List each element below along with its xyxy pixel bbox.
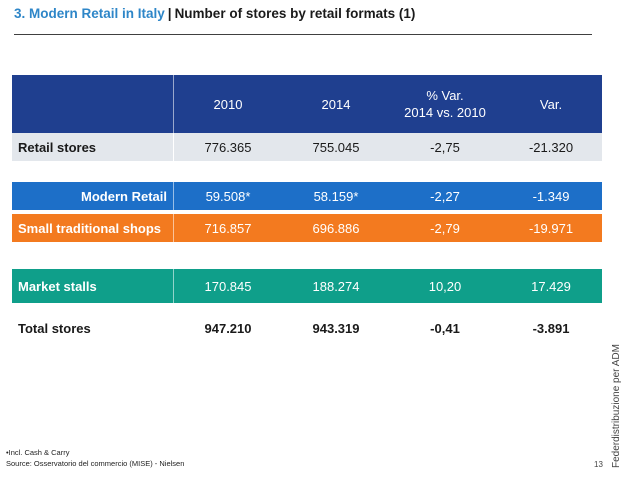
header-2014: 2014 bbox=[321, 96, 351, 112]
row-label: Small traditional shops bbox=[12, 214, 174, 242]
title-rest: Number of stores by retail formats (1) bbox=[174, 6, 416, 21]
cell-pct-var: -2,75 bbox=[430, 139, 460, 155]
header-pct-var: % Var. 2014 vs. 2010 bbox=[390, 87, 500, 121]
table-row-small-traditional-shops: Small traditional shops 716.857 696.886 … bbox=[12, 214, 602, 242]
title-separator: | bbox=[167, 6, 172, 21]
cell-2014: 188.274 bbox=[312, 278, 360, 294]
table-row-total-stores: Total stores 947.210 943.319 -0,41 -3.89… bbox=[12, 314, 602, 342]
header-empty-cell bbox=[12, 75, 174, 133]
cell-2010: 776.365 bbox=[204, 139, 252, 155]
table-row-market-stalls: Market stalls 170.845 188.274 10,20 17.4… bbox=[12, 269, 602, 303]
cell-2010: 59.508* bbox=[205, 188, 251, 204]
cell-2010: 716.857 bbox=[204, 220, 252, 236]
header-2010: 2010 bbox=[213, 96, 243, 112]
title-accent: 3. Modern Retail in Italy bbox=[14, 6, 165, 21]
table-row-modern-retail: Modern Retail 59.508* 58.159* -2,27 -1.3… bbox=[12, 182, 602, 210]
source-note: Source: Osservatorio del commercio (MISE… bbox=[6, 459, 185, 468]
page-title: 3. Modern Retail in Italy | Number of stor… bbox=[14, 6, 415, 21]
header-pct-var-line2: 2014 vs. 2010 bbox=[404, 105, 486, 120]
cell-var: -3.891 bbox=[532, 320, 570, 336]
header-var: Var. bbox=[539, 96, 563, 112]
row-label: Market stalls bbox=[12, 269, 174, 303]
side-credit: Federdistribuzione per ADM bbox=[611, 344, 622, 468]
cell-2010: 947.210 bbox=[204, 320, 252, 336]
cell-2014: 943.319 bbox=[312, 320, 360, 336]
cell-var: -1.349 bbox=[532, 188, 570, 204]
table-header-row: 2010 2014 % Var. 2014 vs. 2010 Var. bbox=[12, 75, 602, 133]
cell-2014: 755.045 bbox=[312, 139, 360, 155]
table-row-retail-stores: Retail stores 776.365 755.045 -2,75 -21.… bbox=[12, 133, 602, 161]
cell-2014: 696.886 bbox=[312, 220, 360, 236]
page-number: 13 bbox=[594, 460, 603, 469]
cell-pct-var: -2,79 bbox=[430, 220, 460, 236]
cell-2010: 170.845 bbox=[204, 278, 252, 294]
row-label: Total stores bbox=[18, 320, 91, 336]
cell-pct-var: 10,20 bbox=[428, 278, 462, 294]
cell-var: 17.429 bbox=[531, 278, 571, 294]
header-pct-var-line1: % Var. bbox=[426, 88, 464, 103]
title-underline bbox=[14, 34, 592, 35]
cell-var: -21.320 bbox=[528, 139, 574, 155]
cell-pct-var: -0,41 bbox=[430, 320, 460, 336]
footnote: •Incl. Cash & Carry bbox=[6, 448, 70, 457]
cell-2014: 58.159* bbox=[313, 188, 359, 204]
cell-var: -19.971 bbox=[528, 220, 574, 236]
cell-pct-var: -2,27 bbox=[430, 188, 460, 204]
row-label: Modern Retail bbox=[12, 182, 174, 210]
row-label: Retail stores bbox=[12, 133, 174, 161]
